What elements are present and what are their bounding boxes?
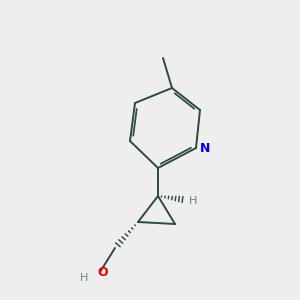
Text: N: N (200, 142, 210, 155)
Text: H: H (189, 196, 197, 206)
Text: O: O (98, 266, 108, 280)
Text: H: H (80, 273, 88, 283)
